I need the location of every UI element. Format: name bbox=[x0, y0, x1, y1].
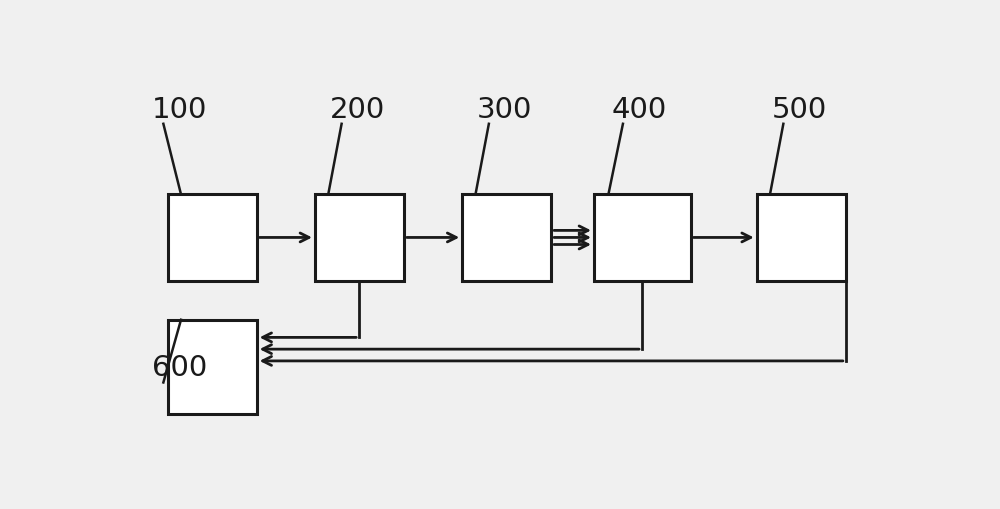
Text: 200: 200 bbox=[330, 96, 385, 124]
Bar bbox=[757, 194, 846, 280]
Text: 600: 600 bbox=[152, 354, 207, 382]
Bar bbox=[594, 194, 691, 280]
Bar bbox=[168, 320, 257, 414]
Text: 400: 400 bbox=[611, 96, 667, 124]
Bar bbox=[315, 194, 404, 280]
Bar bbox=[462, 194, 551, 280]
Text: 300: 300 bbox=[477, 96, 533, 124]
Text: 100: 100 bbox=[152, 96, 207, 124]
Text: 500: 500 bbox=[772, 96, 827, 124]
Bar bbox=[168, 194, 257, 280]
